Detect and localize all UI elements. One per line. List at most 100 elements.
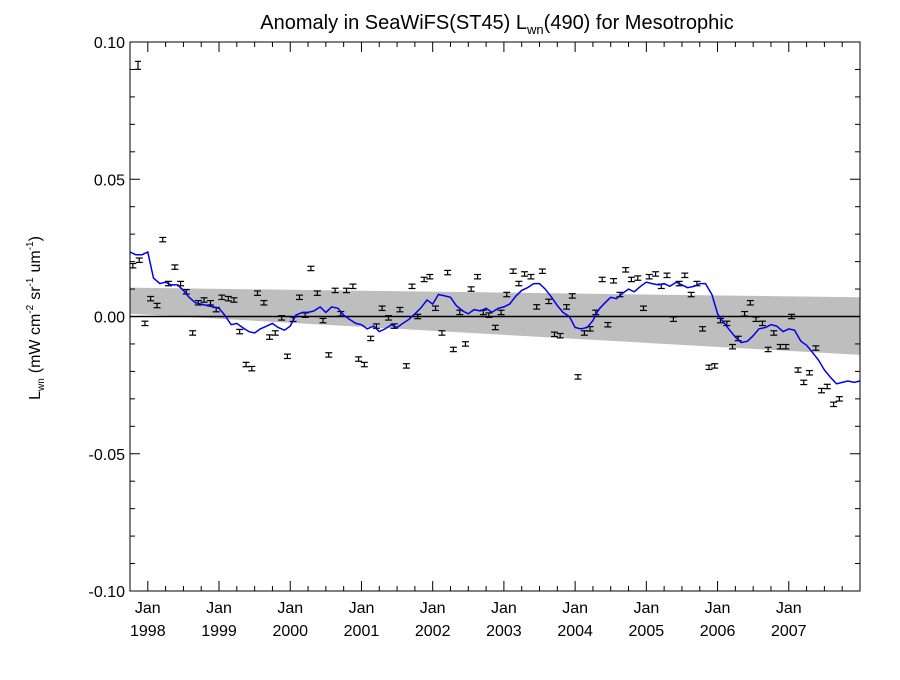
anomaly-point bbox=[705, 364, 713, 371]
anomaly-point bbox=[218, 294, 226, 301]
anomaly-point bbox=[396, 306, 404, 313]
anomaly-point bbox=[669, 316, 677, 323]
anomaly-point bbox=[699, 326, 707, 332]
anomaly-point bbox=[474, 273, 482, 280]
anomaly-point bbox=[385, 315, 393, 321]
anomaly-point bbox=[171, 264, 179, 270]
anomaly-point bbox=[758, 320, 766, 327]
anomaly-point bbox=[189, 330, 197, 336]
anomaly-point bbox=[800, 379, 808, 386]
anomaly-point bbox=[711, 363, 719, 369]
anomaly-point bbox=[206, 299, 214, 306]
anomaly-point bbox=[538, 268, 546, 275]
anomaly-point bbox=[812, 345, 820, 351]
anomaly-point bbox=[568, 293, 576, 299]
anomaly-point bbox=[349, 283, 357, 290]
anomaly-point bbox=[491, 324, 499, 331]
y-axis-unit-close: ) bbox=[27, 236, 44, 241]
y-axis-label-main: L bbox=[27, 391, 44, 400]
anomaly-point bbox=[461, 341, 469, 347]
anomaly-point bbox=[343, 287, 351, 294]
anomaly-point bbox=[283, 353, 291, 360]
y-axis-sr: sr bbox=[27, 286, 44, 300]
anomaly-point bbox=[420, 276, 428, 283]
anomaly-point bbox=[408, 283, 416, 290]
anomaly-point bbox=[604, 321, 612, 328]
anomaly-point bbox=[402, 363, 410, 369]
anomaly-point bbox=[503, 291, 511, 298]
anomaly-point bbox=[639, 305, 647, 312]
chart-title-suffix: (490) for Mesotrophic bbox=[544, 12, 734, 34]
anomaly-point bbox=[313, 290, 321, 296]
x-tick-label-year: 2004 bbox=[557, 623, 593, 640]
anomaly-point bbox=[652, 271, 660, 277]
x-tick-label-year: 2000 bbox=[272, 623, 308, 640]
anomaly-point bbox=[141, 320, 149, 327]
anomaly-point bbox=[687, 291, 695, 298]
anomaly-point bbox=[509, 268, 517, 275]
anomaly-point bbox=[319, 317, 327, 324]
anomaly-point bbox=[253, 290, 261, 296]
y-axis-um: um bbox=[27, 250, 44, 272]
anomaly-point bbox=[746, 299, 754, 306]
anomaly-point bbox=[830, 401, 838, 408]
anomaly-point bbox=[278, 315, 286, 321]
anomaly-point bbox=[574, 374, 582, 380]
anomaly-point bbox=[835, 396, 843, 402]
anomaly-point bbox=[230, 297, 238, 303]
x-tick-label-month: Jan bbox=[206, 600, 232, 617]
anomaly-point bbox=[331, 287, 339, 294]
anomaly-point bbox=[788, 313, 796, 320]
anomaly-point bbox=[645, 273, 653, 280]
x-tick-label-month: Jan bbox=[633, 600, 659, 617]
y-tick-label: -0.05 bbox=[89, 447, 126, 464]
anomaly-point bbox=[622, 267, 630, 273]
x-tick-label-year: 2005 bbox=[629, 623, 665, 640]
anomaly-point bbox=[527, 273, 535, 280]
anomaly-point bbox=[367, 335, 375, 342]
anomaly-point bbox=[563, 304, 571, 310]
anomaly-point bbox=[248, 365, 256, 372]
x-tick-label-year: 2002 bbox=[415, 623, 451, 640]
anomaly-point bbox=[515, 280, 523, 287]
y-axis-label-sub: wn bbox=[36, 378, 47, 392]
anomaly-point bbox=[545, 298, 553, 305]
anomaly-point bbox=[729, 343, 737, 350]
anomaly-point bbox=[770, 330, 778, 336]
anomaly-point bbox=[741, 310, 749, 317]
x-tick-label-month: Jan bbox=[491, 600, 517, 617]
x-tick-label-year: 1999 bbox=[201, 623, 237, 640]
y-axis-sr-exp: -1 bbox=[25, 277, 36, 286]
anomaly-point bbox=[681, 272, 689, 279]
anomaly-point bbox=[378, 305, 386, 312]
anomaly-point bbox=[153, 302, 161, 309]
anomaly-point bbox=[355, 356, 363, 362]
anomaly-point bbox=[271, 330, 279, 336]
anomaly-point bbox=[782, 343, 790, 350]
anomaly-point bbox=[556, 332, 564, 339]
anomaly-point bbox=[432, 305, 440, 312]
anomaly-point bbox=[794, 367, 802, 373]
y-axis-unit-open: (mW cm bbox=[27, 314, 44, 374]
error-bar-legend bbox=[135, 60, 141, 70]
y-axis-label: Lwn(mW cm-2sr-1um-1) bbox=[25, 236, 47, 400]
anomaly-point bbox=[236, 328, 244, 335]
y-tick-label: -0.10 bbox=[89, 584, 126, 601]
anomaly-point bbox=[497, 309, 505, 316]
running-mean-line bbox=[129, 250, 861, 385]
anomaly-point bbox=[325, 352, 333, 358]
x-tick-label-year: 2007 bbox=[771, 623, 807, 640]
x-tick-label-year: 2006 bbox=[700, 623, 736, 640]
chart-title: Anomaly in SeaWiFS(ST45) Lwn(490) for Me… bbox=[260, 12, 733, 37]
anomaly-point bbox=[200, 297, 208, 303]
anomaly-point bbox=[752, 316, 760, 323]
y-axis-um-exp: -1 bbox=[25, 241, 36, 250]
anomaly-point bbox=[260, 299, 268, 306]
anomaly-point bbox=[634, 275, 642, 281]
anomaly-point bbox=[438, 330, 446, 336]
anomaly-point bbox=[764, 346, 772, 353]
x-tick-label-month: Jan bbox=[776, 600, 802, 617]
anomaly-point bbox=[224, 295, 232, 302]
anomaly-point bbox=[360, 361, 368, 368]
